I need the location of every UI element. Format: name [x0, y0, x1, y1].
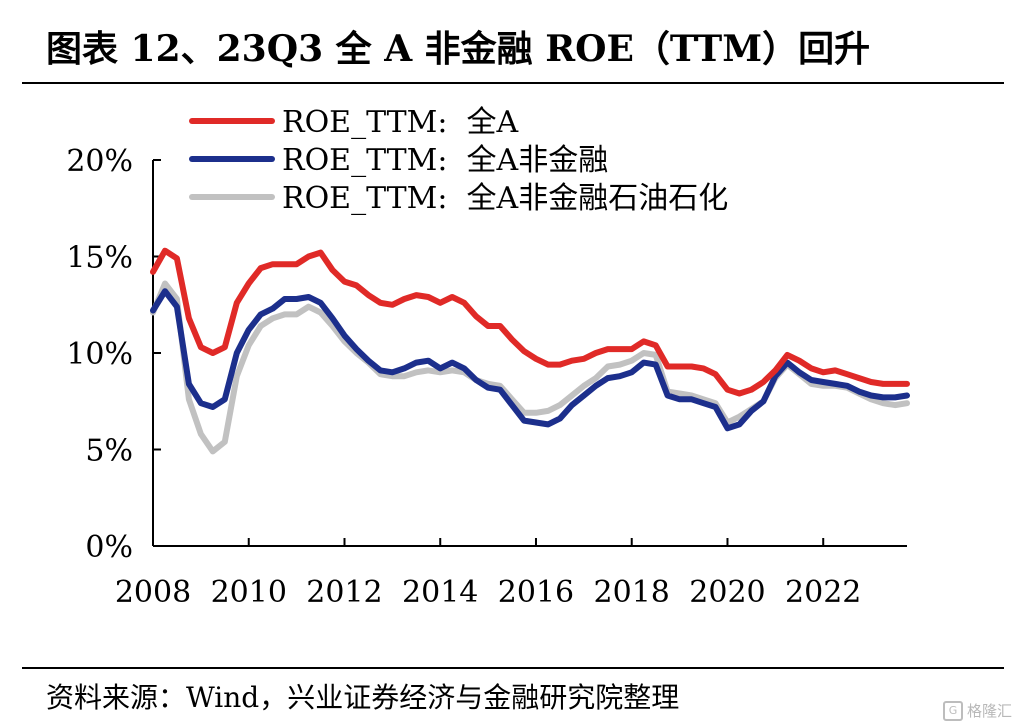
watermark: G 格隆汇	[942, 700, 1012, 721]
x-tick-label: 2008	[115, 575, 191, 610]
x-tick-label: 2020	[689, 575, 765, 610]
y-tick-label: 10%	[66, 337, 133, 372]
source-note: 资料来源：Wind，兴业证券经济与金融研究院整理	[46, 681, 680, 714]
series-line-1	[150, 288, 910, 432]
y-tick-label: 15%	[66, 241, 133, 276]
legend-label-2: ROE_TTM: 全A非金融石油石化	[282, 181, 728, 216]
x-tick-label: 2016	[498, 575, 574, 610]
x-tick-label: 2014	[402, 575, 478, 610]
x-tick-label: 2018	[594, 575, 670, 610]
chart-axes: 0% 5% 10% 15% 20% 2008 2010 2012 2014 2016 2018 202…	[66, 144, 907, 610]
y-tick-label: 20%	[66, 144, 133, 179]
legend-label-1: ROE_TTM: 全A非金融	[282, 143, 608, 178]
watermark-logo-icon: G	[942, 700, 963, 721]
figure-title: 图表 12、23Q3 全 A 非金融 ROE（TTM）回升	[46, 28, 871, 70]
watermark-text: 格隆汇	[966, 702, 1012, 720]
y-tick-label: 0%	[85, 530, 133, 565]
bottom-rule	[22, 667, 1004, 669]
chart-series	[150, 247, 910, 455]
series-line-0	[150, 247, 910, 397]
top-rule	[22, 82, 1004, 84]
legend-label-0: ROE_TTM: 全A	[282, 105, 519, 140]
x-tick-label: 2010	[211, 575, 287, 610]
y-tick-label: 5%	[85, 434, 133, 469]
x-tick-label: 2022	[785, 575, 861, 610]
x-tick-label: 2012	[306, 575, 382, 610]
